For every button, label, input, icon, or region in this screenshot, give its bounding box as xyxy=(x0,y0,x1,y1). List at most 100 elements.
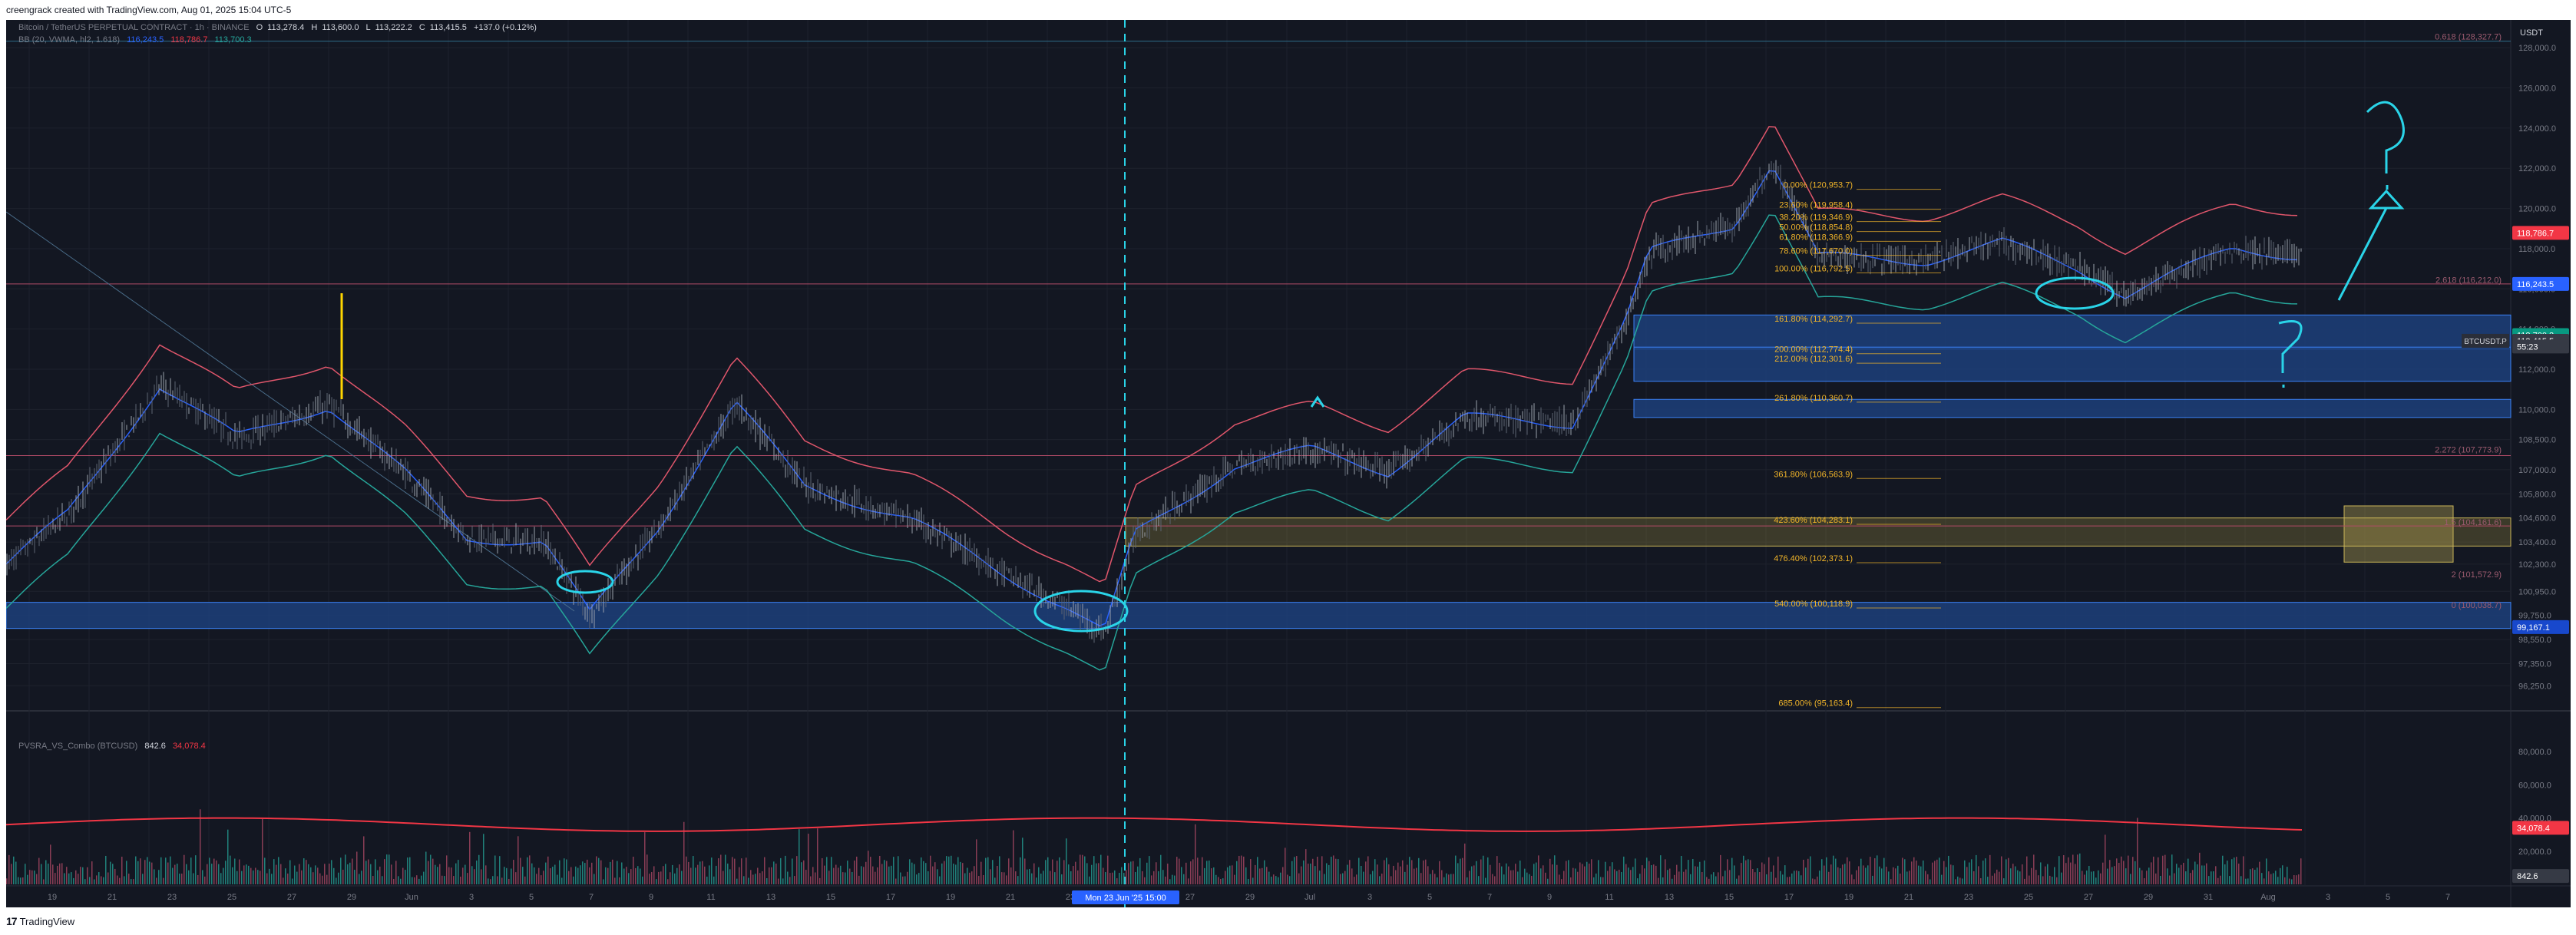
volume-bar xyxy=(1393,865,1394,884)
price-tick-label: 112,000.0 xyxy=(2518,365,2555,375)
volume-bar xyxy=(269,868,270,884)
volume-bar xyxy=(1959,877,1961,884)
volume-bar xyxy=(727,863,729,884)
time-tick-label: 19 xyxy=(946,893,955,902)
time-tick-label: 9 xyxy=(649,893,653,902)
volume-tick-label: 80,000.0 xyxy=(2518,748,2551,757)
volume-bar xyxy=(819,877,821,884)
volume-bar xyxy=(1524,868,1526,884)
volume-bar xyxy=(2107,868,2108,884)
volume-bar xyxy=(1596,873,1597,884)
fib-level-label: 38.20% (119,346.9) xyxy=(1779,213,1853,223)
volume-bar xyxy=(672,864,673,884)
time-tick-label: Jul xyxy=(1305,893,1315,902)
volume-bar xyxy=(101,876,102,884)
volume-bar xyxy=(418,878,420,884)
fib-ext-label: 1.5 (104,161.6) xyxy=(2444,518,2502,527)
volume-bar xyxy=(257,870,259,884)
volume-bar xyxy=(1609,866,1611,884)
fib-level-label: 476.40% (102,373.1) xyxy=(1774,554,1853,563)
volume-bar xyxy=(1722,876,1724,884)
volume-bar xyxy=(1619,869,1620,884)
volume-bar xyxy=(635,867,637,884)
volume-bar xyxy=(1467,877,1468,884)
volume-bar xyxy=(1176,857,1178,884)
volume-bar xyxy=(704,866,706,884)
price-chart[interactable]: USDT 128,000.0 126,000.0 124,000.0 122,000.0… xyxy=(6,20,2571,907)
volume-bar xyxy=(1255,864,1256,884)
volume-bar xyxy=(75,870,77,884)
volume-bar xyxy=(1388,864,1390,884)
volume-bar xyxy=(1457,863,1459,884)
volume-bar xyxy=(1273,874,1275,884)
volume-bar xyxy=(490,879,491,884)
volume-bar xyxy=(2118,862,2120,884)
volume-bar xyxy=(1377,864,1378,884)
volume-bar xyxy=(50,844,51,884)
time-tick-label: 11 xyxy=(1605,893,1613,902)
volume-bar xyxy=(587,859,588,884)
volume-bar xyxy=(299,864,300,884)
volume-bar xyxy=(1519,861,1521,884)
volume-bar xyxy=(218,864,220,884)
volume-bar xyxy=(785,855,786,884)
volume-bar xyxy=(204,876,206,884)
volume-bar xyxy=(458,860,459,884)
volume-bar xyxy=(2199,852,2201,884)
volume-bar xyxy=(1229,865,1231,884)
volume-bar xyxy=(775,863,777,884)
volume-bar xyxy=(812,867,814,884)
volume-bar xyxy=(1303,860,1305,884)
volume-bar xyxy=(2181,864,2182,884)
volume-bar xyxy=(511,868,512,884)
volume-bar xyxy=(713,876,715,884)
volume-bar xyxy=(1361,865,1362,884)
volume-bar xyxy=(1715,876,1717,884)
volume-bar xyxy=(1895,868,1896,884)
volume-bar xyxy=(384,859,385,884)
volume-bar xyxy=(220,873,222,884)
volume-bar xyxy=(1752,869,1754,884)
volume-ma-line xyxy=(6,817,2303,832)
volume-bar xyxy=(179,873,180,884)
volume-bar xyxy=(955,864,957,884)
volume-bar xyxy=(363,836,365,884)
volume-bar xyxy=(568,871,570,884)
volume-bar xyxy=(1022,838,1023,884)
chart-area[interactable]: USDT 128,000.0 126,000.0 124,000.0 122,000.0… xyxy=(6,20,2571,907)
fib-ext-label: 0 (100,038.7) xyxy=(2452,601,2502,610)
volume-bar xyxy=(1621,871,1622,884)
volume-bar xyxy=(1824,865,1825,884)
volume-bar xyxy=(1731,857,1733,884)
volume-bar xyxy=(241,871,243,884)
volume-bar xyxy=(1001,872,1003,884)
volume-bar xyxy=(769,867,770,884)
volume-bar xyxy=(928,871,929,884)
volume-bar xyxy=(1236,861,1238,884)
volume-bar xyxy=(1874,858,1876,884)
volume-bar xyxy=(651,871,653,884)
volume-bar xyxy=(1897,865,1899,884)
volume-legend[interactable]: PVSRA_VS_Combo (BTCUSD) 842.6 34,078.4 xyxy=(18,742,210,751)
symbol-title[interactable]: Bitcoin / TetherUS PERPETUAL CONTRACT · … xyxy=(18,23,250,32)
volume-bar xyxy=(1372,871,1374,884)
volume-bar xyxy=(1057,861,1058,884)
volume-bar xyxy=(1533,864,1535,884)
volume-bar xyxy=(1743,855,1744,884)
volume-bar xyxy=(2171,854,2173,884)
price-tick-label: 108,500.0 xyxy=(2518,436,2556,445)
indicator-legend[interactable]: BB (20, VWMA, hl2, 1.618) 116,243.5 118,… xyxy=(18,35,256,45)
volume-bar xyxy=(255,867,256,884)
volume-bar xyxy=(2105,834,2106,884)
volume-bar xyxy=(1807,858,1809,884)
volume-bar xyxy=(2254,870,2256,884)
volume-bar xyxy=(1280,872,1281,884)
volume-bar xyxy=(1830,864,1832,884)
question-mark-drawing xyxy=(2366,101,2405,190)
volume-bar xyxy=(432,858,434,884)
volume-bar xyxy=(1395,870,1397,884)
volume-bar xyxy=(414,877,415,884)
volume-bar xyxy=(2185,871,2187,884)
volume-bar xyxy=(1577,871,1579,884)
volume-bar xyxy=(649,874,650,884)
